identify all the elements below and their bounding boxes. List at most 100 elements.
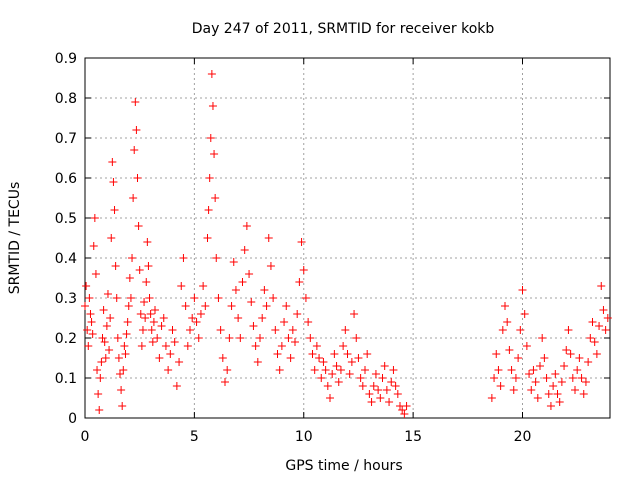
data-point <box>330 350 339 358</box>
data-point <box>221 378 229 386</box>
data-point <box>131 98 140 106</box>
data-point <box>133 174 142 182</box>
data-point <box>240 246 249 254</box>
data-point <box>122 330 131 338</box>
data-point <box>542 374 551 382</box>
data-point <box>256 334 264 342</box>
data-point <box>341 326 350 334</box>
data-point <box>186 326 194 334</box>
y-tick-label: 0.3 <box>55 291 77 307</box>
data-point <box>588 318 597 326</box>
data-point <box>498 326 507 334</box>
data-point <box>140 298 149 306</box>
data-point <box>514 354 523 362</box>
data-point <box>350 310 359 318</box>
data-point <box>130 146 139 154</box>
data-point <box>597 282 606 290</box>
data-point <box>247 298 256 306</box>
data-point <box>503 318 512 326</box>
data-point <box>321 366 330 374</box>
data-point <box>164 366 173 374</box>
data-point <box>205 174 214 182</box>
x-tick-label: 10 <box>295 429 313 445</box>
data-point <box>269 294 278 302</box>
data-point <box>253 358 262 366</box>
data-point <box>577 374 586 382</box>
data-point <box>124 302 133 310</box>
data-point <box>136 310 145 318</box>
data-point <box>492 350 501 358</box>
data-point <box>586 334 595 342</box>
data-point <box>382 386 391 394</box>
x-tick-label: 15 <box>404 429 422 445</box>
data-point <box>551 370 560 378</box>
data-point <box>179 254 188 262</box>
data-point <box>516 326 525 334</box>
data-point <box>82 282 91 290</box>
x-tick-label: 5 <box>190 429 199 445</box>
data-point <box>83 326 92 334</box>
data-point <box>262 302 271 310</box>
data-point <box>336 366 345 374</box>
data-point <box>592 350 601 358</box>
data-point <box>132 126 141 134</box>
data-point <box>599 306 608 314</box>
data-point <box>112 294 121 302</box>
data-point <box>141 314 150 322</box>
data-point <box>511 374 520 382</box>
data-point <box>88 330 97 338</box>
data-point <box>555 398 564 406</box>
data-point <box>573 366 582 374</box>
data-point <box>216 326 225 334</box>
chart-title: Day 247 of 2011, SRMTID for receiver kok… <box>192 21 495 37</box>
data-point <box>562 346 571 354</box>
y-tick-label: 0 <box>68 411 77 427</box>
y-axis-label: SRMTID / TECUs <box>7 182 23 295</box>
data-point <box>177 282 186 290</box>
data-point <box>286 354 295 362</box>
data-point <box>137 342 146 350</box>
data-point <box>301 294 310 302</box>
data-point <box>225 334 234 342</box>
data-point <box>273 350 282 358</box>
axis-ticks: 0 0.1 0.2 0.3 0.4 0.5 0.6 0.7 0.8 0.9 0 5 10 15 20 <box>55 51 610 445</box>
data-point <box>522 342 531 350</box>
data-point <box>505 346 514 354</box>
data-point <box>114 354 123 362</box>
data-point <box>549 382 558 390</box>
data-point <box>354 354 363 362</box>
data-point <box>188 314 197 322</box>
data-point <box>398 406 407 414</box>
y-tick-label: 0.4 <box>55 251 77 267</box>
y-tick-label: 0.9 <box>55 51 77 67</box>
data-point <box>312 342 321 350</box>
data-point <box>385 398 394 406</box>
data-point <box>603 314 612 322</box>
data-point <box>227 302 236 310</box>
data-point <box>157 322 166 330</box>
data-point <box>299 266 308 274</box>
data-point <box>531 378 540 386</box>
data-point <box>520 310 529 318</box>
data-point <box>108 158 117 166</box>
data-point <box>258 314 267 322</box>
data-point <box>107 234 116 242</box>
data-point <box>135 266 144 274</box>
data-point <box>223 366 232 374</box>
data-point <box>557 378 566 386</box>
data-point <box>347 358 356 366</box>
data-point <box>345 370 354 378</box>
data-point <box>361 366 369 374</box>
data-point <box>275 366 284 374</box>
data-point <box>507 366 516 374</box>
data-point <box>201 302 210 310</box>
data-point <box>81 302 89 310</box>
data-point <box>529 366 538 374</box>
data-point <box>315 354 324 362</box>
data-point <box>391 382 400 390</box>
data-point <box>129 194 138 202</box>
data-point <box>356 374 365 382</box>
data-point <box>352 334 361 342</box>
data-point <box>496 382 505 390</box>
data-point <box>151 306 159 314</box>
